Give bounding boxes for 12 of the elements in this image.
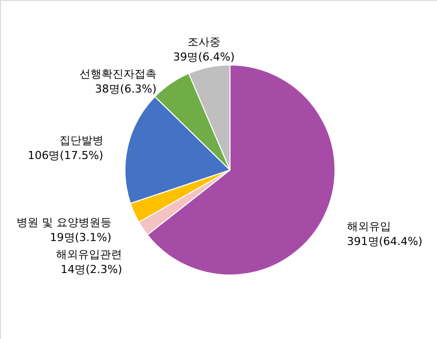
slice-label: 집단발병: [59, 134, 104, 147]
slice-label: 조사중: [187, 36, 220, 49]
data-label: 391명(64.4%): [346, 234, 422, 248]
data-label: 106명(17.5%): [28, 148, 104, 162]
slice-label: 선행확진자접촉: [80, 68, 157, 81]
data-label: 14명(2.3%): [60, 263, 122, 276]
data-label: 19명(3.1%): [50, 231, 112, 244]
data-label: 38명(6.3%): [95, 82, 157, 96]
slice-label: 해외유입: [346, 220, 391, 233]
slice-label: 해외유입관련: [56, 248, 122, 262]
slice-label: 병원 및 요양병원등: [16, 216, 112, 230]
data-label: 39명(6.4%): [173, 50, 235, 64]
